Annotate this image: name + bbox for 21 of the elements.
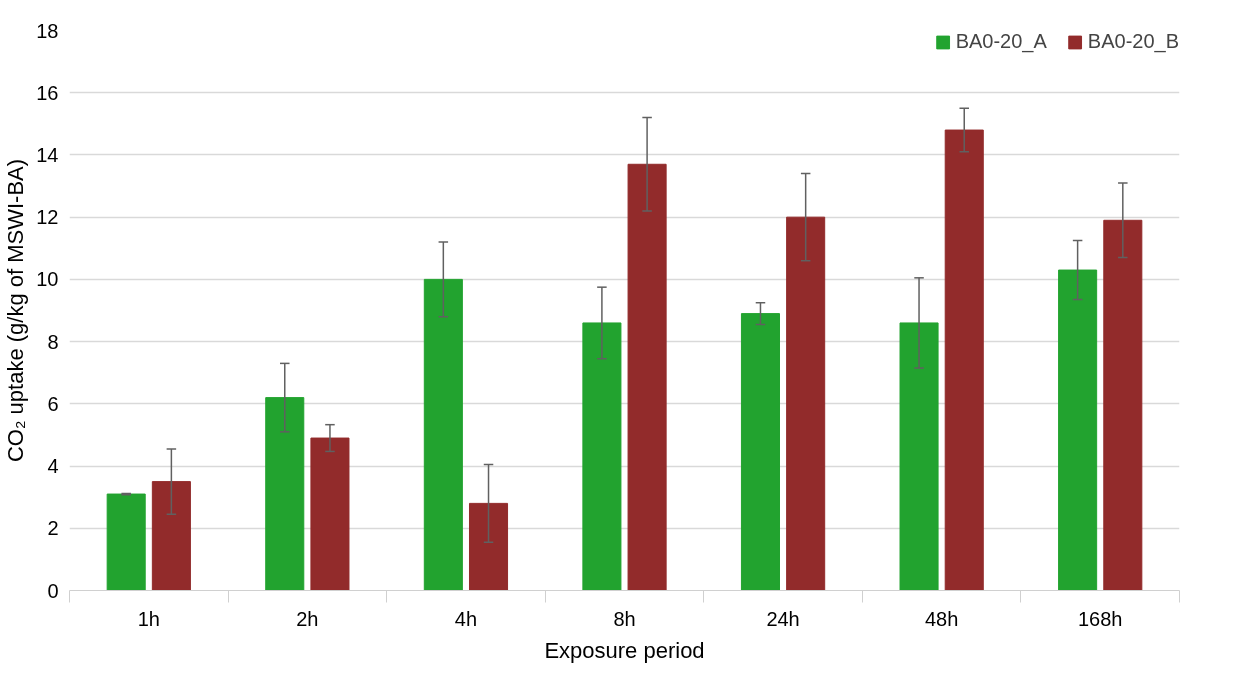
x-tick-label: 2h (296, 607, 319, 630)
y-tick-label: 0 (47, 579, 59, 602)
y-tick-label: 14 (36, 143, 59, 166)
x-tick-label: 1h (137, 607, 160, 630)
x-tick-label: 48h (924, 607, 959, 630)
y-tick-label: 2 (47, 517, 59, 540)
y-tick-label: 6 (47, 392, 59, 415)
y-axis-title: CO₂ uptake (g/kg of MSWI-BA) (3, 158, 29, 463)
x-axis-title: Exposure period (544, 637, 705, 663)
y-tick-label: 18 (36, 19, 59, 42)
x-tick-label: 4h (454, 607, 478, 630)
x-tick-label: 168h (1077, 607, 1123, 630)
x-tick-label: 8h (613, 607, 636, 630)
legend-label: BA0-20_B (1087, 30, 1179, 53)
y-tick-label: 16 (36, 81, 59, 104)
y-tick-label: 12 (36, 206, 59, 229)
x-tick-label: 24h (766, 607, 800, 630)
y-tick-label: 10 (36, 268, 59, 291)
legend-label: BA0-20_A (955, 30, 1047, 53)
y-tick-label: 4 (47, 455, 59, 478)
y-tick-label: 8 (47, 330, 59, 353)
